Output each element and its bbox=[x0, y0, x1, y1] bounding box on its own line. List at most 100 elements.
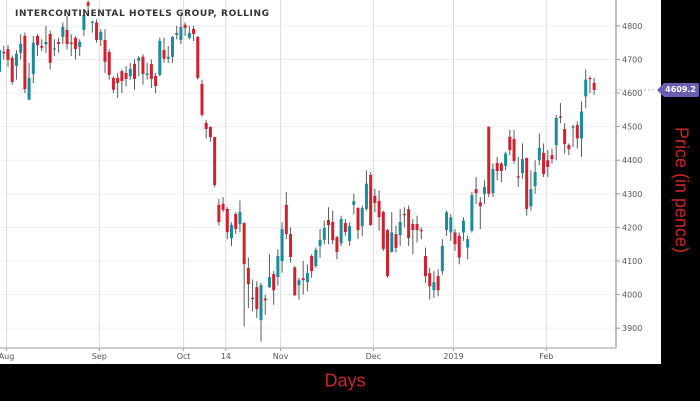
candle bbox=[373, 188, 377, 213]
candle-body bbox=[293, 267, 297, 296]
candle-body bbox=[339, 219, 343, 244]
candle-body bbox=[592, 82, 596, 90]
candle bbox=[217, 198, 221, 226]
candle-body bbox=[301, 278, 305, 281]
candle bbox=[111, 76, 115, 94]
x-tick-label: Feb bbox=[539, 352, 553, 361]
candle-body bbox=[99, 31, 103, 40]
candle-body bbox=[398, 222, 402, 236]
candle-body bbox=[0, 50, 2, 72]
candle bbox=[314, 247, 318, 268]
candle-body bbox=[57, 41, 61, 45]
candle-body bbox=[166, 56, 170, 59]
candle bbox=[335, 235, 339, 260]
candle bbox=[483, 180, 487, 204]
candle bbox=[263, 294, 267, 315]
candle-body bbox=[512, 139, 516, 161]
candle-body bbox=[558, 116, 562, 118]
candle bbox=[141, 54, 145, 85]
candle-body bbox=[280, 229, 284, 261]
candle bbox=[57, 37, 61, 53]
candle-body bbox=[407, 209, 411, 239]
candle-body bbox=[238, 211, 242, 225]
x-axis-title: Days bbox=[324, 370, 366, 391]
candle bbox=[360, 205, 364, 236]
candle-body bbox=[461, 220, 465, 233]
candle-body bbox=[69, 42, 73, 44]
candle bbox=[525, 157, 529, 216]
candle bbox=[276, 249, 280, 286]
candle-body bbox=[352, 201, 356, 205]
candle-body bbox=[162, 50, 166, 59]
y-tick-label: 4100 bbox=[622, 257, 642, 266]
candle bbox=[364, 170, 368, 211]
candle-body bbox=[52, 48, 56, 50]
candle-body bbox=[520, 159, 524, 173]
candle bbox=[386, 229, 390, 278]
candle bbox=[27, 62, 31, 100]
candle bbox=[546, 150, 550, 178]
candle bbox=[571, 124, 575, 147]
candle bbox=[428, 267, 432, 300]
candle bbox=[23, 32, 27, 94]
candle bbox=[326, 207, 330, 245]
candle-body bbox=[149, 64, 153, 79]
candle-body bbox=[95, 22, 99, 40]
candle bbox=[230, 222, 234, 246]
x-tick-label: Nov bbox=[273, 352, 289, 361]
candle-body bbox=[386, 230, 390, 277]
candle bbox=[162, 37, 166, 63]
candle bbox=[246, 257, 250, 309]
candle bbox=[533, 160, 537, 194]
candle bbox=[558, 103, 562, 124]
candle bbox=[251, 279, 255, 312]
y-axis-title: Price (in pence) bbox=[671, 126, 692, 254]
candle-body bbox=[394, 234, 398, 248]
candle-body bbox=[440, 245, 444, 272]
candle bbox=[242, 222, 246, 327]
candle bbox=[419, 227, 423, 240]
candle bbox=[31, 35, 35, 83]
candle bbox=[0, 44, 2, 80]
candle-body bbox=[107, 52, 111, 75]
candle-body bbox=[225, 208, 229, 233]
candle-body bbox=[27, 77, 31, 100]
candle-body bbox=[133, 63, 137, 79]
candle-body bbox=[436, 276, 440, 291]
x-tick-label: Sep bbox=[92, 352, 107, 361]
x-tick-label: 2019 bbox=[443, 352, 463, 361]
candle bbox=[310, 254, 314, 278]
candle-body bbox=[284, 204, 288, 235]
candle-body bbox=[213, 137, 217, 186]
candle bbox=[90, 20, 94, 33]
candle bbox=[508, 129, 512, 156]
candle bbox=[457, 232, 461, 265]
candle-body bbox=[331, 222, 335, 241]
candle-body bbox=[2, 52, 6, 54]
candle-body bbox=[588, 77, 592, 80]
candle bbox=[200, 79, 204, 117]
x-tick-label: Aug bbox=[0, 352, 14, 361]
candle bbox=[588, 76, 592, 94]
candle-body bbox=[86, 2, 90, 6]
candle bbox=[352, 193, 356, 214]
candle-body bbox=[116, 77, 120, 83]
candle bbox=[107, 49, 111, 80]
candle bbox=[69, 34, 73, 57]
candle bbox=[120, 69, 124, 94]
candle bbox=[554, 114, 558, 161]
candle-body bbox=[208, 126, 212, 138]
y-tick-label: 4000 bbox=[622, 291, 642, 300]
candle-body bbox=[179, 26, 183, 40]
candle bbox=[272, 271, 276, 305]
candle bbox=[175, 25, 179, 40]
candle-body bbox=[360, 207, 364, 227]
candle-body bbox=[563, 128, 567, 145]
candle-body bbox=[495, 162, 499, 171]
candle-body bbox=[584, 79, 588, 97]
candle-body bbox=[390, 232, 394, 252]
candle bbox=[36, 34, 40, 57]
candle-body bbox=[322, 228, 326, 240]
candle-body bbox=[246, 268, 250, 285]
candle-body bbox=[525, 157, 529, 209]
